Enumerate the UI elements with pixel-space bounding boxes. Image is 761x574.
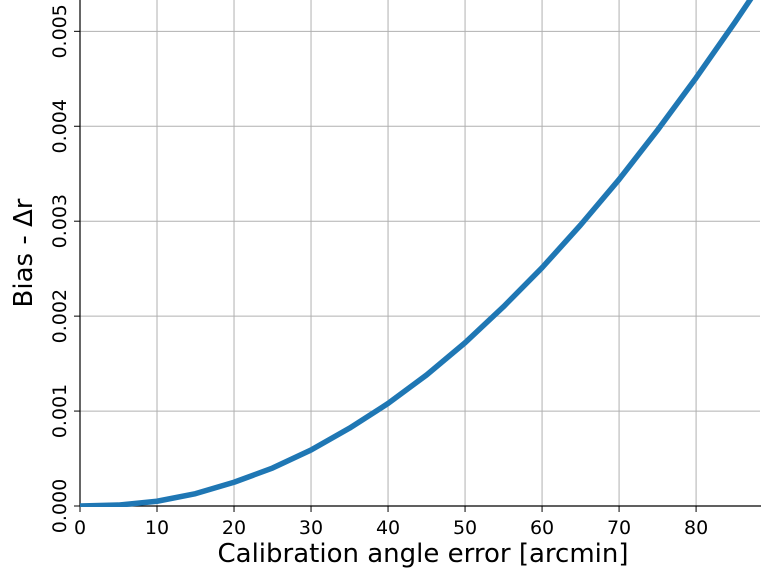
x-tick-label: 20 [222,517,246,539]
x-tick-label: 60 [530,517,554,539]
x-tick-label: 80 [684,517,708,539]
x-axis-label: Calibration angle error [arcmin] [218,539,629,569]
y-axis-label: Bias - Δr [9,198,39,307]
data-line [80,0,754,507]
y-tick-label: 0.003 [49,194,71,248]
x-tick-label: 0 [74,517,86,539]
x-tick-label: 30 [299,517,323,539]
x-tick-label: 70 [607,517,631,539]
y-tick-label: 0.005 [49,4,71,58]
x-tick-label: 50 [453,517,477,539]
y-tick-label: 0.001 [49,384,71,438]
y-tick-label: 0.004 [49,99,71,153]
y-tick-label: 0.002 [49,289,71,343]
x-tick-label: 40 [376,517,400,539]
x-tick-label: 10 [145,517,169,539]
y-tick-label: 0.000 [49,479,71,533]
